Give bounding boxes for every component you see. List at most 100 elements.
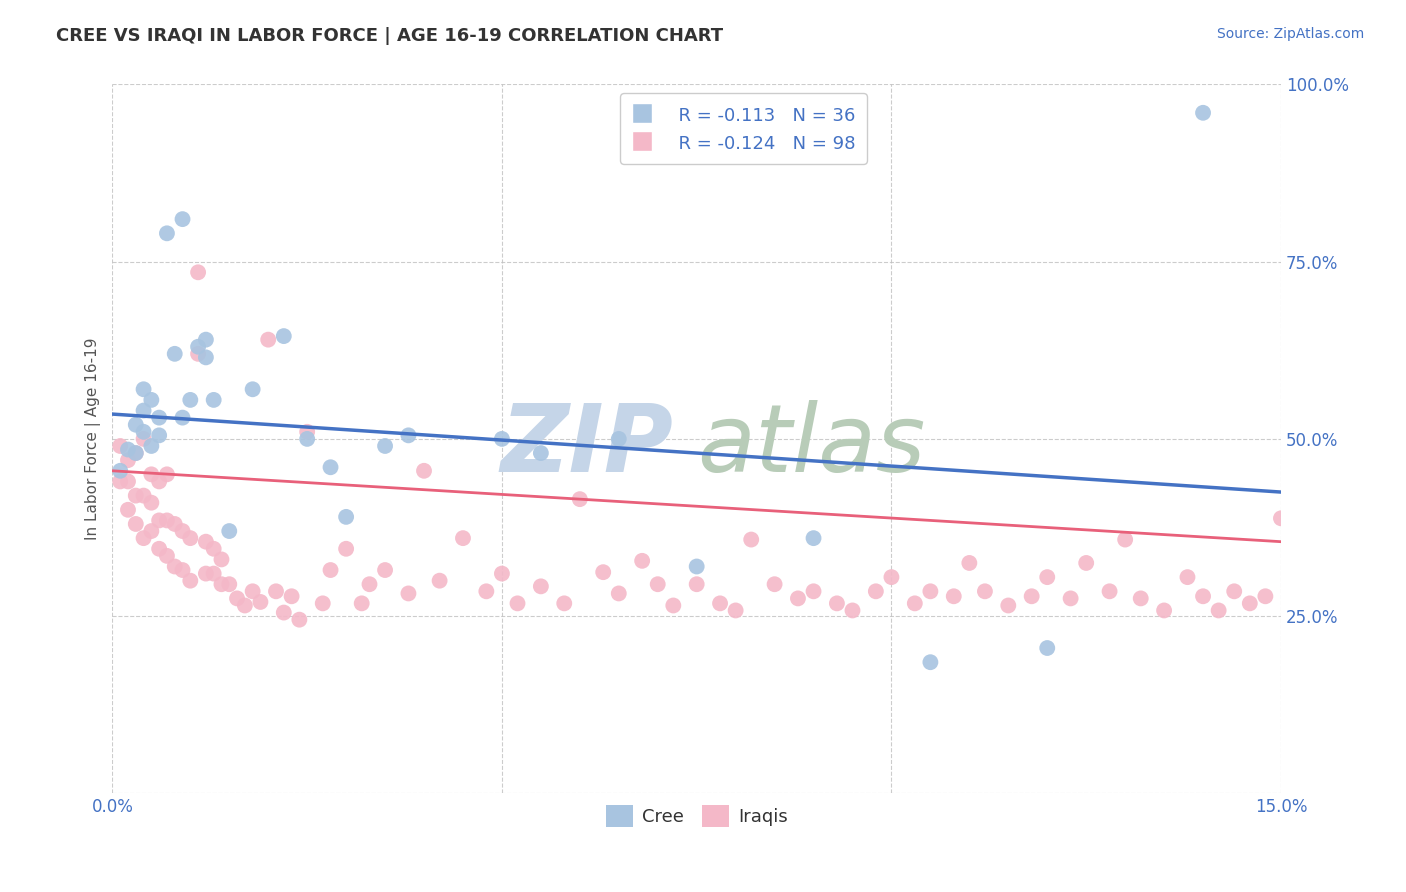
- Point: [491, 566, 513, 581]
- Point: [647, 577, 669, 591]
- Point: [1270, 511, 1292, 525]
- Point: [1239, 596, 1261, 610]
- Point: [398, 428, 420, 442]
- Point: [1036, 570, 1059, 584]
- Point: [202, 566, 225, 581]
- Point: [172, 563, 194, 577]
- Point: [491, 432, 513, 446]
- Point: [141, 496, 163, 510]
- Text: ZIP: ZIP: [501, 400, 673, 492]
- Legend: Cree, Iraqis: Cree, Iraqis: [599, 797, 794, 834]
- Point: [202, 541, 225, 556]
- Point: [148, 513, 170, 527]
- Point: [920, 655, 942, 669]
- Point: [686, 559, 709, 574]
- Point: [957, 556, 980, 570]
- Point: [132, 432, 155, 446]
- Point: [413, 464, 436, 478]
- Point: [242, 382, 264, 396]
- Point: [172, 410, 194, 425]
- Point: [1177, 570, 1199, 584]
- Point: [429, 574, 451, 588]
- Point: [194, 566, 217, 581]
- Point: [607, 586, 630, 600]
- Point: [841, 603, 863, 617]
- Point: [257, 333, 280, 347]
- Point: [1114, 533, 1136, 547]
- Point: [335, 509, 357, 524]
- Point: [880, 570, 903, 584]
- Point: [319, 563, 342, 577]
- Point: [1153, 603, 1175, 617]
- Point: [280, 589, 302, 603]
- Point: [117, 453, 139, 467]
- Point: [335, 541, 357, 556]
- Point: [295, 432, 318, 446]
- Point: [179, 531, 201, 545]
- Point: [187, 265, 209, 279]
- Point: [187, 340, 209, 354]
- Point: [904, 596, 927, 610]
- Point: [218, 524, 240, 538]
- Point: [156, 513, 179, 527]
- Point: [179, 392, 201, 407]
- Point: [592, 565, 614, 579]
- Point: [117, 442, 139, 457]
- Point: [233, 599, 256, 613]
- Point: [132, 531, 155, 545]
- Point: [148, 428, 170, 442]
- Y-axis label: In Labor Force | Age 16-19: In Labor Force | Age 16-19: [86, 338, 101, 541]
- Point: [607, 432, 630, 446]
- Point: [125, 417, 148, 432]
- Point: [506, 596, 529, 610]
- Point: [249, 595, 271, 609]
- Point: [1129, 591, 1152, 606]
- Point: [156, 227, 179, 241]
- Point: [141, 467, 163, 482]
- Point: [148, 541, 170, 556]
- Point: [156, 549, 179, 563]
- Point: [163, 347, 186, 361]
- Point: [117, 503, 139, 517]
- Point: [553, 596, 575, 610]
- Point: [787, 591, 810, 606]
- Point: [172, 212, 194, 227]
- Point: [740, 533, 762, 547]
- Point: [148, 410, 170, 425]
- Point: [631, 554, 654, 568]
- Point: [132, 489, 155, 503]
- Point: [108, 475, 131, 489]
- Point: [1254, 589, 1277, 603]
- Point: [530, 579, 553, 593]
- Point: [662, 599, 685, 613]
- Point: [125, 446, 148, 460]
- Point: [475, 584, 498, 599]
- Point: [148, 475, 170, 489]
- Point: [398, 586, 420, 600]
- Text: atlas: atlas: [697, 401, 925, 491]
- Point: [141, 524, 163, 538]
- Point: [273, 606, 295, 620]
- Point: [724, 603, 747, 617]
- Point: [530, 446, 553, 460]
- Point: [179, 574, 201, 588]
- Point: [211, 577, 233, 591]
- Point: [163, 559, 186, 574]
- Point: [108, 464, 131, 478]
- Point: [132, 403, 155, 417]
- Point: [226, 591, 249, 606]
- Point: [1076, 556, 1098, 570]
- Point: [194, 333, 217, 347]
- Point: [359, 577, 381, 591]
- Point: [374, 439, 396, 453]
- Point: [319, 460, 342, 475]
- Point: [117, 475, 139, 489]
- Point: [1098, 584, 1121, 599]
- Point: [211, 552, 233, 566]
- Point: [1192, 589, 1215, 603]
- Point: [194, 351, 217, 365]
- Point: [997, 599, 1019, 613]
- Text: CREE VS IRAQI IN LABOR FORCE | AGE 16-19 CORRELATION CHART: CREE VS IRAQI IN LABOR FORCE | AGE 16-19…: [56, 27, 723, 45]
- Point: [242, 584, 264, 599]
- Point: [163, 516, 186, 531]
